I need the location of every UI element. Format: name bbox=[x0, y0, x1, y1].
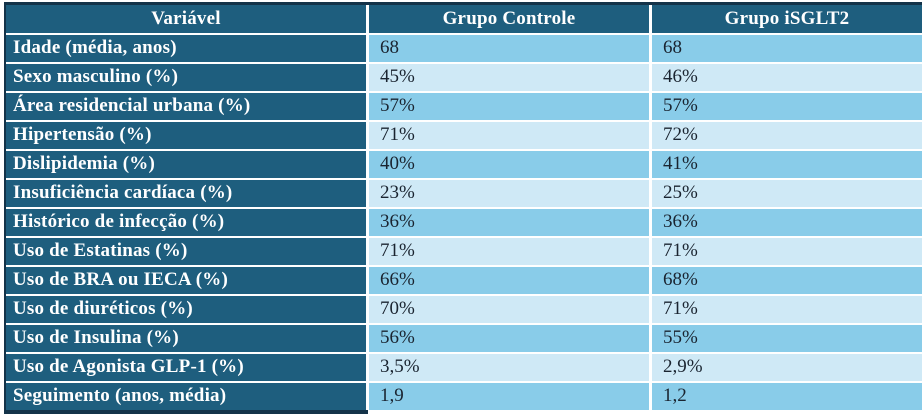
table-row: Insuficiência cardíaca (%) 23% 25% bbox=[6, 180, 922, 207]
variable-cell: Uso de diuréticos (%) bbox=[6, 296, 366, 323]
isglt2-cell: 68% bbox=[652, 267, 922, 294]
table-row: Hipertensão (%) 71% 72% bbox=[6, 122, 922, 149]
variable-cell: Insuficiência cardíaca (%) bbox=[6, 180, 366, 207]
controle-cell: 56% bbox=[369, 325, 649, 352]
controle-cell: 40% bbox=[369, 151, 649, 178]
column-header-grupo-controle: Grupo Controle bbox=[369, 5, 649, 33]
isglt2-cell: 36% bbox=[652, 209, 922, 236]
controle-cell: 71% bbox=[369, 122, 649, 149]
controle-cell: 66% bbox=[369, 267, 649, 294]
variable-cell: Uso de BRA ou IECA (%) bbox=[6, 267, 366, 294]
controle-cell: 3,5% bbox=[369, 354, 649, 381]
variable-cell: Sexo masculino (%) bbox=[6, 64, 366, 91]
variable-cell: Uso de Agonista GLP-1 (%) bbox=[6, 354, 366, 381]
variable-cell: Uso de Estatinas (%) bbox=[6, 238, 366, 265]
table-row: Idade (média, anos) 68 68 bbox=[6, 35, 922, 62]
variable-cell: Histórico de infecção (%) bbox=[6, 209, 366, 236]
controle-cell: 45% bbox=[369, 64, 649, 91]
variable-cell: Seguimento (anos, média) bbox=[6, 383, 366, 410]
table-row: Seguimento (anos, média) 1,9 1,2 bbox=[6, 383, 922, 410]
isglt2-cell: 68 bbox=[652, 35, 922, 62]
isglt2-cell: 1,2 bbox=[652, 383, 922, 410]
isglt2-cell: 46% bbox=[652, 64, 922, 91]
controle-cell: 68 bbox=[369, 35, 649, 62]
table-row: Histórico de infecção (%) 36% 36% bbox=[6, 209, 922, 236]
table-row: Uso de diuréticos (%) 70% 71% bbox=[6, 296, 922, 323]
table-row: Área residencial urbana (%) 57% 57% bbox=[6, 93, 922, 120]
variable-cell: Idade (média, anos) bbox=[6, 35, 366, 62]
table-row: Sexo masculino (%) 45% 46% bbox=[6, 64, 922, 91]
isglt2-cell: 71% bbox=[652, 296, 922, 323]
isglt2-cell: 71% bbox=[652, 238, 922, 265]
isglt2-cell: 2,9% bbox=[652, 354, 922, 381]
table-row: Uso de Estatinas (%) 71% 71% bbox=[6, 238, 922, 265]
isglt2-cell: 72% bbox=[652, 122, 922, 149]
table-bottom-border bbox=[6, 409, 368, 414]
table-body: Idade (média, anos) 68 68 Sexo masculino… bbox=[6, 35, 922, 410]
isglt2-cell: 55% bbox=[652, 325, 922, 352]
table-row: Dislipidemia (%) 40% 41% bbox=[6, 151, 922, 178]
table-row: Uso de Insulina (%) 56% 55% bbox=[6, 325, 922, 352]
variable-cell: Área residencial urbana (%) bbox=[6, 93, 366, 120]
variable-cell: Hipertensão (%) bbox=[6, 122, 366, 149]
comparison-table: Variável Grupo Controle Grupo iSGLT2 Ida… bbox=[4, 2, 922, 414]
variable-cell: Uso de Insulina (%) bbox=[6, 325, 366, 352]
isglt2-cell: 41% bbox=[652, 151, 922, 178]
table-row: Uso de Agonista GLP-1 (%) 3,5% 2,9% bbox=[6, 354, 922, 381]
table-row: Uso de BRA ou IECA (%) 66% 68% bbox=[6, 267, 922, 294]
controle-cell: 1,9 bbox=[369, 383, 649, 410]
isglt2-cell: 57% bbox=[652, 93, 922, 120]
controle-cell: 70% bbox=[369, 296, 649, 323]
controle-cell: 71% bbox=[369, 238, 649, 265]
table-header-row: Variável Grupo Controle Grupo iSGLT2 bbox=[6, 5, 922, 33]
controle-cell: 36% bbox=[369, 209, 649, 236]
isglt2-cell: 25% bbox=[652, 180, 922, 207]
controle-cell: 57% bbox=[369, 93, 649, 120]
controle-cell: 23% bbox=[369, 180, 649, 207]
column-header-grupo-isglt2: Grupo iSGLT2 bbox=[652, 5, 922, 33]
variable-cell: Dislipidemia (%) bbox=[6, 151, 366, 178]
column-header-variavel: Variável bbox=[6, 5, 366, 33]
